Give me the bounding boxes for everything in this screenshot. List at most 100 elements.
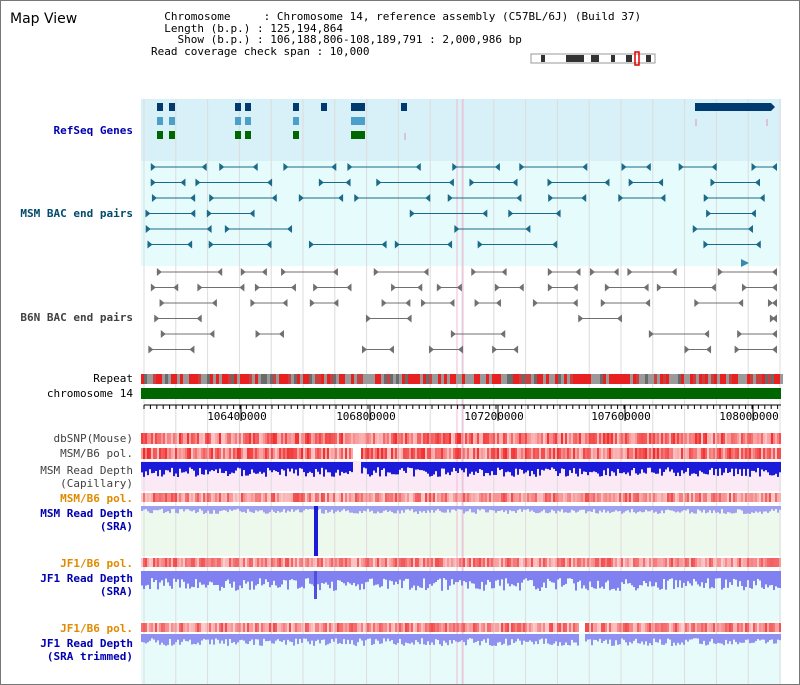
msm-sra-depth-bar [351,506,353,513]
jf1-pol2-cell [355,623,357,632]
jf1-trim-depth-bar [195,634,197,645]
b6n-bac-pair-end [456,283,462,292]
msm-pol-cell [457,448,459,459]
msm-pol-cell [479,448,481,459]
msm-pol2-cell [493,493,495,502]
msm-sra-depth-bar [727,506,729,513]
msm-pol2-cell [757,493,759,502]
msm-pol2-cell [189,493,191,502]
msm-pol2-cell [267,493,269,502]
track-label-b6n-bac[interactable]: B6N BAC end pairs [20,311,133,324]
jf1-sra-depth-bar [385,571,387,580]
msm-sra-depth-bar [619,506,621,511]
jf1-pol2-cell [233,623,235,632]
jf1-pol-cell [171,558,173,567]
msm-bac-pair-end [516,194,522,202]
msm-sra-depth-bar [325,506,327,510]
msm-pol2-cell [697,493,699,502]
msm-pol2-cell [351,493,353,502]
repeat-segment [252,374,255,384]
jf1-pol2-cell [361,623,363,632]
b6n-bac-pair-end [513,345,519,354]
b6n-bac-pair-end [423,268,429,276]
track-label-msm-bac[interactable]: MSM BAC end pairs [20,207,133,220]
msm-sra-depth-bar [173,506,175,509]
msm-cap-depth-bar [439,462,441,477]
repeat-segment [702,374,705,384]
jf1-trim-depth-bar [351,634,353,641]
msm-pol2-cell [565,493,567,502]
jf1-pol-cell [347,558,349,567]
jf1-pol-cell [215,558,217,567]
jf1-trim-depth-bar [335,634,337,639]
jf1-sra-depth-bar [543,571,545,583]
jf1-trim-depth-bar [235,634,237,645]
jf1-pol-cell [669,558,671,567]
jf1-pol2-cell [593,623,595,632]
jf1-trim-depth-bar [523,634,525,641]
jf1-pol-cell [235,558,237,567]
msm-cap-depth-bar [239,462,241,469]
msm-pol-cell [269,448,271,459]
jf1-pol-cell [751,558,753,567]
jf1-sra-depth-bar [435,571,437,583]
msm-pol-cell [737,448,739,459]
jf1-sra-depth-bar [479,571,481,590]
dbsnp-cell [745,433,747,444]
msm-pol2-cell [379,493,381,502]
jf1-pol-cell [219,558,221,567]
msm-cap-depth-bar [529,462,531,477]
jf1-pol2-cell [367,623,369,632]
dbsnp-cell [485,433,487,444]
msm-cap-depth-bar [459,462,461,469]
jf1-trim-depth-bar [207,634,209,640]
jf1-pol2-cell [717,623,719,632]
jf1-sra-depth-bar [359,571,361,590]
dbsnp-cell [771,433,773,444]
msm-sra-depth-bar [607,506,609,512]
b6n-bac-pair-end [572,299,578,307]
b6n-bac-pair-end [494,283,500,292]
jf1-pol-cell [685,558,687,567]
msm-sra-depth-bar [703,506,705,510]
jf1-pol2-cell [533,623,535,632]
jf1-pol-cell [259,558,261,567]
msm-pol2-cell [329,493,331,502]
ideogram-marker [634,51,640,66]
msm-pol-cell [209,448,211,459]
msm-bac-pair-end [381,240,387,249]
msm-pol-cell [525,448,527,459]
dbsnp-cell [623,433,625,444]
jf1-pol-cell [511,558,513,567]
msm-cap-depth-bar [565,462,567,477]
repeat-segment [753,374,756,384]
msm-pol-cell [259,448,261,459]
msm-pol-cell [399,448,401,459]
jf1-pol-cell [401,558,403,567]
jf1-pol2-cell [235,623,237,632]
msm-pol-cell [161,448,163,459]
repeat-segment [558,374,561,384]
jf1-sra-depth-bar [249,571,251,590]
repeat-segment [267,374,270,384]
jf1-sra-depth-bar [653,571,655,587]
dbsnp-cell [297,433,299,444]
msm-pol-cell [361,448,363,459]
dbsnp-cell [413,433,415,444]
repeat-segment [354,374,357,384]
jf1-trim-depth-bar [741,634,743,643]
repeat-segment [546,374,549,384]
jf1-sra-depth-bar [717,571,719,579]
msm-cap-depth-bar [233,462,235,474]
msm-cap-depth-bar [307,462,309,474]
jf1-trim-depth-bar [753,634,755,643]
jf1-pol-cell [641,558,643,567]
dbsnp-cell [417,433,419,444]
msm-sra-depth-bar [271,506,273,510]
track-label-refseq[interactable]: RefSeq Genes [53,124,133,137]
jf1-pol2-cell [425,623,427,632]
msm-pol-cell [547,448,549,459]
repeat-segment [243,374,246,384]
jf1-pol2-cell [449,623,451,632]
